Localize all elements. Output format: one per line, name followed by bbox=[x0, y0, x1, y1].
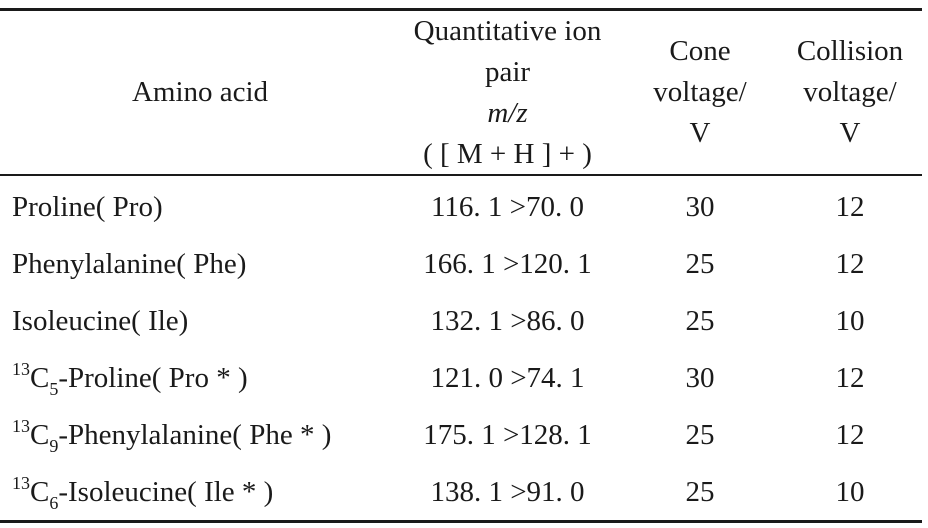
table-row: 13C9-Phenylalanine( Phe * ) 175. 1 >128. … bbox=[0, 407, 922, 464]
amino-acid-name: Proline( Pro) bbox=[12, 191, 163, 223]
cell-amino-acid: 13C9-Phenylalanine( Phe * ) bbox=[12, 407, 331, 464]
cell-ion-pair: 175. 1 >128. 1 bbox=[423, 419, 592, 451]
amino-acid-name: -Phenylalanine( Phe * ) bbox=[58, 419, 332, 451]
header-cone-voltage: Cone voltage/ V bbox=[653, 35, 747, 149]
isotope-count: 5 bbox=[49, 379, 59, 399]
header-ion-pair: Quantitative ion pair m/z ( [ M + H ] + … bbox=[413, 14, 602, 170]
cell-collision-voltage: 12 bbox=[835, 362, 865, 394]
table-row: Proline( Pro) 116. 1 >70. 0 30 12 bbox=[0, 179, 922, 236]
cell-ion-pair: 166. 1 >120. 1 bbox=[423, 248, 592, 280]
amino-acid-name: -Isoleucine( Ile * ) bbox=[58, 476, 274, 508]
cell-collision-voltage: 12 bbox=[835, 248, 865, 280]
cell-ion-pair: 116. 1 >70. 0 bbox=[430, 191, 585, 223]
amino-acid-name: Isoleucine( Ile) bbox=[12, 305, 189, 337]
cell-ion-pair: 138. 1 >91. 0 bbox=[430, 476, 585, 508]
cell-collision-voltage: 10 bbox=[835, 476, 865, 508]
cell-ion-pair: 132. 1 >86. 0 bbox=[430, 305, 585, 337]
cell-amino-acid: 13C6-Isoleucine( Ile * ) bbox=[12, 464, 273, 521]
table-bottom-rule bbox=[0, 520, 922, 523]
table-row: 13C5-Proline( Pro * ) 121. 0 >74. 1 30 12 bbox=[0, 350, 922, 407]
isotope-count: 9 bbox=[49, 436, 59, 456]
isotope-element: C bbox=[30, 476, 50, 508]
isotope-mass: 13 bbox=[12, 359, 30, 379]
header-collision-voltage: Collision voltage/ V bbox=[796, 35, 904, 149]
isotope-mass: 13 bbox=[12, 473, 30, 493]
header-rule bbox=[0, 174, 922, 176]
cell-collision-voltage: 10 bbox=[835, 305, 865, 337]
cell-cone-voltage: 30 bbox=[685, 362, 715, 394]
cell-collision-voltage: 12 bbox=[835, 191, 865, 223]
cell-cone-voltage: 30 bbox=[685, 191, 715, 223]
cell-ion-pair: 121. 0 >74. 1 bbox=[430, 362, 585, 394]
isotope-element: C bbox=[30, 419, 50, 451]
cell-cone-voltage: 25 bbox=[685, 305, 715, 337]
isotope-mass: 13 bbox=[12, 416, 30, 436]
cell-collision-voltage: 12 bbox=[835, 419, 865, 451]
isotope-count: 6 bbox=[49, 493, 59, 513]
table-top-rule bbox=[0, 8, 922, 11]
amino-acid-name: -Proline( Pro * ) bbox=[58, 362, 248, 394]
isotope-element: C bbox=[30, 362, 50, 394]
cell-cone-voltage: 25 bbox=[685, 248, 715, 280]
table-row: Isoleucine( Ile) 132. 1 >86. 0 25 10 bbox=[0, 293, 922, 350]
cell-cone-voltage: 25 bbox=[685, 419, 715, 451]
cell-amino-acid: 13C5-Proline( Pro * ) bbox=[12, 350, 248, 407]
cell-amino-acid: Proline( Pro) bbox=[12, 179, 163, 236]
cell-amino-acid: Phenylalanine( Phe) bbox=[12, 236, 246, 293]
header-amino-acid: Amino acid bbox=[131, 76, 269, 108]
amino-acid-name: Phenylalanine( Phe) bbox=[12, 248, 247, 280]
cell-cone-voltage: 25 bbox=[685, 476, 715, 508]
cell-amino-acid: Isoleucine( Ile) bbox=[12, 293, 188, 350]
table-row: Phenylalanine( Phe) 166. 1 >120. 1 25 12 bbox=[0, 236, 922, 293]
table-row: 13C6-Isoleucine( Ile * ) 138. 1 >91. 0 25 1… bbox=[0, 464, 922, 521]
